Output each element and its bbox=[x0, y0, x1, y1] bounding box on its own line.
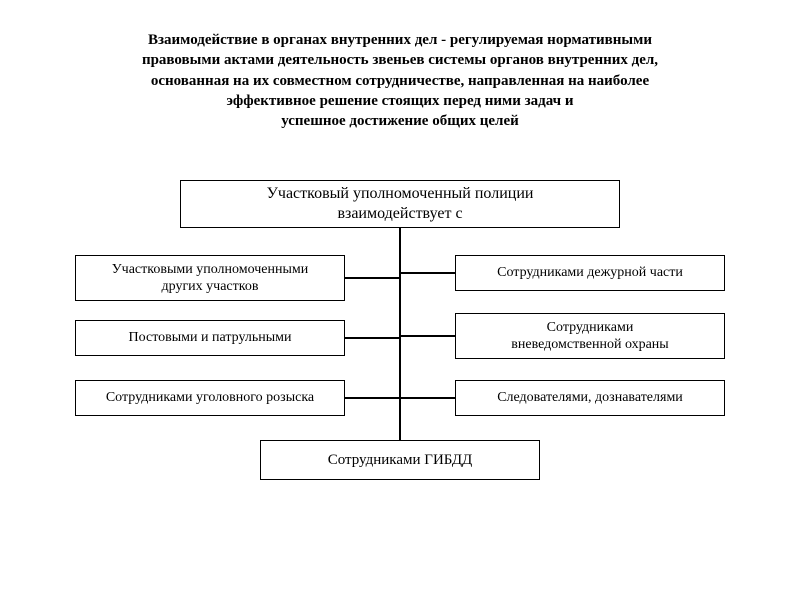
heading-line-3: основанная на их совместном сотрудничест… bbox=[151, 73, 649, 89]
connector-to-left3 bbox=[345, 397, 400, 399]
box-right1-text: Сотрудниками дежурной части bbox=[497, 264, 683, 282]
box-left1-line2: других участков bbox=[162, 279, 259, 294]
box-root: Участковый уполномоченный полиции взаимо… bbox=[180, 180, 620, 228]
connector-to-right2 bbox=[400, 335, 455, 337]
heading-text: Взаимодействие в органах внутренних дел … bbox=[60, 30, 740, 131]
box-left1: Участковыми уполномоченными других участ… bbox=[75, 255, 345, 301]
box-left3-text: Сотрудниками уголовного розыска bbox=[106, 389, 314, 407]
box-left3: Сотрудниками уголовного розыска bbox=[75, 380, 345, 416]
box-left2-text: Постовыми и патрульными bbox=[129, 329, 292, 347]
box-root-line1: Участковый уполномоченный полиции bbox=[267, 185, 534, 202]
connector-to-right3 bbox=[400, 397, 455, 399]
box-left2: Постовыми и патрульными bbox=[75, 320, 345, 356]
spine-line bbox=[399, 227, 401, 460]
box-left1-line1: Участковыми уполномоченными bbox=[112, 262, 308, 277]
box-right1: Сотрудниками дежурной части bbox=[455, 255, 725, 291]
box-bottom: Сотрудниками ГИБДД bbox=[260, 440, 540, 480]
box-root-text: Участковый уполномоченный полиции взаимо… bbox=[267, 184, 534, 224]
connector-to-right1 bbox=[400, 272, 455, 274]
connector-to-left1 bbox=[345, 277, 400, 279]
box-right3: Следователями, дознавателями bbox=[455, 380, 725, 416]
heading-line-2: правовыми актами деятельность звеньев си… bbox=[142, 52, 658, 68]
box-right3-text: Следователями, дознавателями bbox=[497, 389, 683, 407]
box-root-line2: взаимодействует с bbox=[337, 205, 462, 222]
box-bottom-text: Сотрудниками ГИБДД bbox=[328, 451, 473, 470]
box-right2-text: Сотрудниками вневедомственной охраны bbox=[511, 319, 668, 354]
heading-line-1: Взаимодействие в органах внутренних дел … bbox=[148, 32, 652, 48]
box-right2: Сотрудниками вневедомственной охраны bbox=[455, 313, 725, 359]
connector-to-left2 bbox=[345, 337, 400, 339]
box-right2-line2: вневедомственной охраны bbox=[511, 337, 668, 352]
box-left1-text: Участковыми уполномоченными других участ… bbox=[112, 261, 308, 296]
heading-line-5: успешное достижение общих целей bbox=[281, 113, 519, 129]
heading-line-4: эффективное решение стоящих перед ними з… bbox=[226, 93, 573, 109]
box-right2-line1: Сотрудниками bbox=[547, 320, 634, 335]
